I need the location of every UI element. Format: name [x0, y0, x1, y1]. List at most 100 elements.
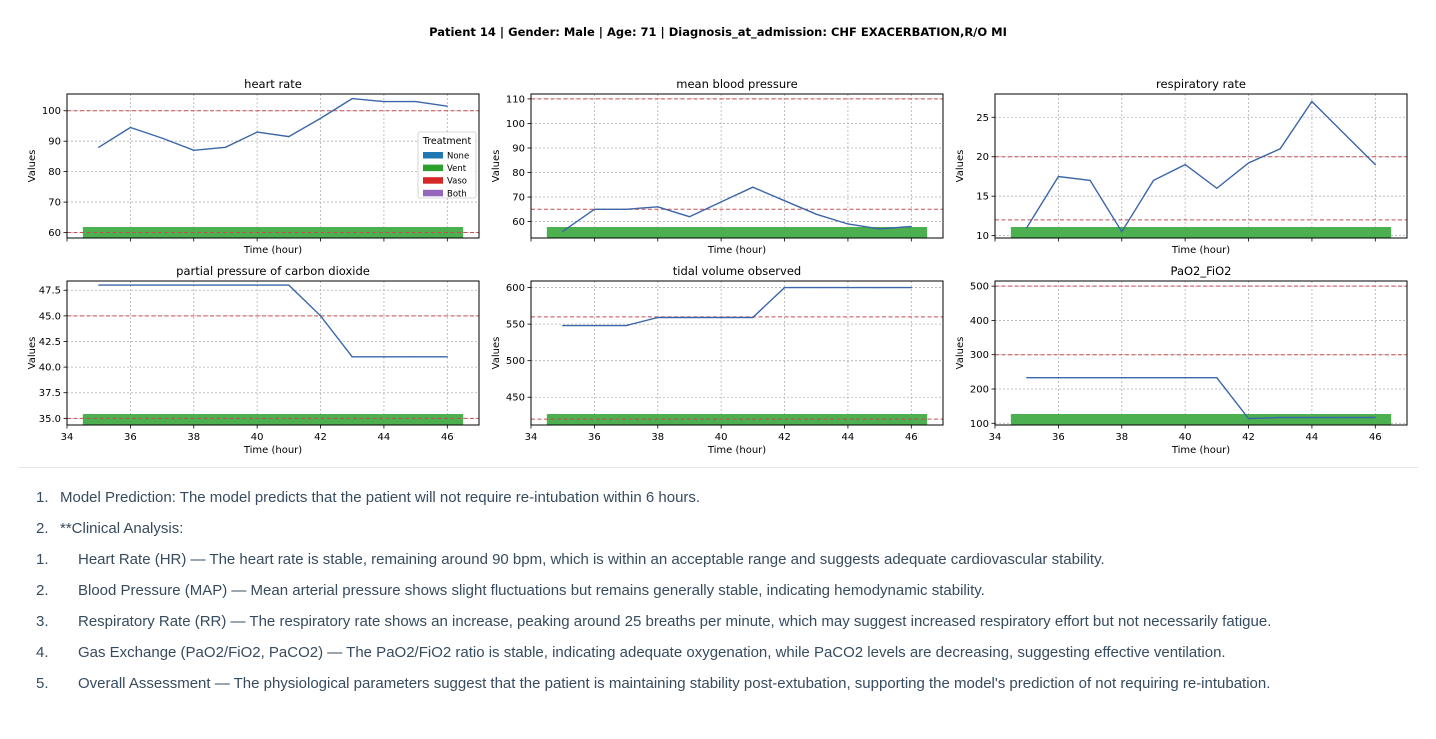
data-point [383, 356, 385, 358]
data-point [1184, 377, 1186, 379]
data-point [224, 284, 227, 286]
y-axis-label: Values [27, 150, 38, 183]
chart-title: partial pressure of carbon dioxide [176, 264, 370, 278]
data-point [720, 201, 722, 203]
data-point [1247, 417, 1250, 420]
y-tick-label: 37.5 [39, 388, 61, 399]
data-point [446, 356, 448, 358]
y-tick-label: 100 [970, 419, 989, 430]
chart-title: tidal volume observed [673, 264, 801, 278]
y-tick-label: 550 [506, 320, 525, 331]
data-point [98, 146, 100, 148]
treatment-bar [1010, 227, 1392, 238]
data-point [351, 356, 353, 358]
data-point [1216, 187, 1218, 189]
data-point [1279, 416, 1281, 419]
list-item: 4. Gas Exchange (PaO2/FiO2, PaCO2) — The… [0, 637, 1436, 668]
plot-area [531, 94, 943, 238]
x-tick-label: 38 [187, 432, 200, 443]
chart-panel: 60 70 80 90 100 110 mean blood pressure Time (h… [491, 77, 944, 256]
legend-swatch [423, 177, 443, 184]
section-divider [18, 467, 1418, 468]
y-tick-label: 100 [506, 119, 525, 130]
data-point [224, 146, 227, 148]
list-item: 2. Blood Pressure (MAP) — Mean arterial … [0, 575, 1436, 606]
list-text: Overall Assessment — The physiological p… [78, 675, 1271, 692]
vitals-figure: Patient 14 | Gender: Male | Age: 71 | Di… [27, 25, 1408, 456]
x-axis-label: Time (hour) [243, 245, 302, 256]
y-tick-label: 600 [506, 283, 525, 294]
data-point [415, 101, 417, 103]
data-point [161, 284, 163, 286]
data-point [98, 284, 100, 286]
list-text: Gas Exchange (PaO2/FiO2, PaCO2) — The Pa… [78, 644, 1226, 661]
data-point [720, 316, 722, 319]
y-tick-label: 80 [48, 167, 61, 178]
y-tick-label: 20 [976, 152, 989, 163]
legend-swatch [423, 152, 443, 159]
data-point [1374, 416, 1376, 419]
chart-panel: 34 36 38 40 42 44 46 100 200 300 400 500 PaO2_FiO2 Ti… [955, 264, 1408, 456]
chart-title: respiratory rate [1156, 77, 1246, 91]
data-point [688, 216, 691, 218]
axes-frame [994, 93, 1408, 239]
data-point [1279, 148, 1281, 150]
y-tick-label: 15 [976, 192, 989, 203]
y-axis-label: Values [955, 150, 966, 183]
axes-frame [994, 280, 1408, 426]
list-item: 5. Overall Assessment — The physiologica… [0, 668, 1436, 699]
plot-area [67, 94, 479, 238]
data-point [1121, 377, 1123, 379]
y-tick-label: 25 [976, 113, 989, 124]
y-tick-label: 300 [970, 350, 989, 361]
list-number: 3. [36, 613, 49, 630]
y-tick-label: 100 [42, 106, 61, 117]
legend-swatch [423, 189, 443, 197]
chart-panel: 34 36 38 40 42 44 46 450 500 550 600 tidal volume o… [491, 264, 944, 456]
data-point [593, 208, 595, 210]
x-tick-label: 44 [842, 432, 855, 443]
y-tick-label: 80 [512, 168, 525, 179]
y-tick-label: 35.0 [39, 414, 61, 425]
data-point [129, 126, 131, 129]
x-tick-label: 46 [1369, 432, 1382, 443]
axes-frame [530, 93, 944, 239]
x-tick-label: 46 [441, 432, 454, 443]
x-tick-label: 36 [124, 432, 137, 443]
list-item: 1. Heart Rate (HR) — The heart rate is s… [0, 544, 1436, 575]
y-tick-label: 45.0 [39, 311, 61, 322]
axes-frame [66, 280, 480, 426]
chart-panel: 34 36 38 40 42 44 46 35.0 37.5 40.0 42.5 45.0 47.5 pa… [27, 264, 480, 456]
x-tick-label: 38 [651, 432, 664, 443]
list-text: **Clinical Analysis: [60, 520, 184, 537]
y-tick-label: 47.5 [39, 286, 61, 297]
y-tick-label: 42.5 [39, 337, 61, 348]
list-text: Respiratory Rate (RR) — The respiratory … [78, 613, 1272, 630]
chart-title: heart rate [244, 77, 302, 91]
y-tick-label: 90 [512, 143, 525, 154]
x-tick-label: 46 [905, 432, 918, 443]
data-point [688, 316, 691, 319]
x-tick-label: 40 [715, 432, 728, 443]
x-tick-label: 42 [314, 432, 327, 443]
treatment-bar [546, 414, 928, 425]
x-tick-label: 40 [1179, 432, 1192, 443]
axes-frame [530, 280, 944, 426]
data-point [161, 137, 163, 139]
legend-label: None [447, 152, 469, 162]
treatment-bar [82, 414, 464, 425]
y-tick-label: 60 [512, 217, 525, 228]
treatment-bar [82, 227, 464, 238]
x-tick-label: 34 [61, 432, 74, 443]
x-tick-label: 36 [1052, 432, 1065, 443]
list-item: 3. Respiratory Rate (RR) — The respirato… [0, 606, 1436, 637]
y-tick-label: 10 [976, 231, 989, 242]
data-point [288, 136, 290, 138]
data-point [783, 286, 786, 289]
plot-area [995, 94, 1407, 238]
analysis-list: 1. Model Prediction: The model predicts … [0, 482, 1436, 699]
data-point [1343, 132, 1345, 134]
data-point [752, 316, 754, 319]
series-line [1026, 377, 1376, 420]
data-point [1343, 416, 1345, 419]
